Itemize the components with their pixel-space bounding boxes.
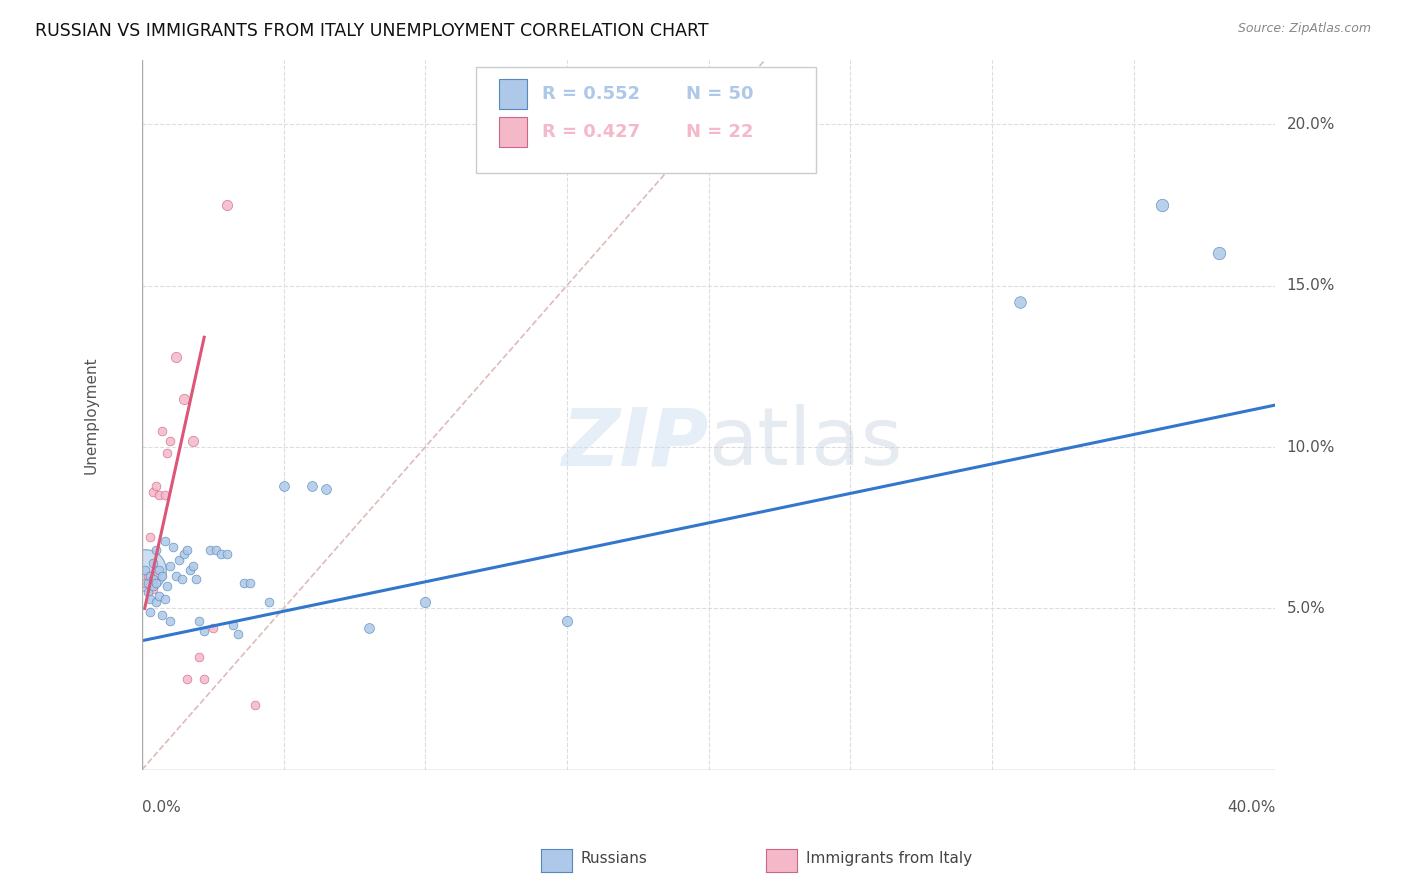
Text: Unemployment: Unemployment — [83, 356, 98, 474]
Text: Immigrants from Italy: Immigrants from Italy — [806, 851, 972, 865]
Point — [198, 543, 221, 558]
Point — [139, 569, 162, 583]
Point — [150, 569, 173, 583]
Text: Source: ZipAtlas.com: Source: ZipAtlas.com — [1237, 22, 1371, 36]
Point — [173, 547, 195, 561]
Point — [1150, 198, 1173, 212]
Point — [136, 585, 159, 599]
Point — [145, 595, 167, 609]
Text: 0.0%: 0.0% — [142, 799, 180, 814]
FancyBboxPatch shape — [477, 67, 817, 173]
Point — [167, 553, 190, 567]
Point — [170, 573, 193, 587]
Point — [179, 563, 201, 577]
Point — [413, 595, 436, 609]
Point — [1208, 246, 1230, 260]
Point — [156, 579, 179, 593]
Point — [259, 595, 281, 609]
Point — [1010, 294, 1032, 309]
Point — [142, 582, 165, 596]
Point — [238, 575, 260, 590]
Text: 5.0%: 5.0% — [1286, 601, 1324, 616]
Point — [159, 559, 181, 574]
Text: R = 0.552: R = 0.552 — [541, 85, 640, 103]
Point — [159, 615, 181, 629]
Point — [173, 392, 195, 406]
Point — [187, 615, 209, 629]
Point — [215, 198, 238, 212]
Point — [176, 673, 198, 687]
Text: 15.0%: 15.0% — [1286, 278, 1334, 293]
Point — [142, 573, 165, 587]
Point — [153, 533, 176, 548]
Point — [159, 434, 181, 448]
Point — [150, 607, 173, 622]
Point — [301, 479, 323, 493]
Point — [136, 569, 159, 583]
Text: 10.0%: 10.0% — [1286, 440, 1334, 455]
Point — [181, 434, 204, 448]
Text: N = 22: N = 22 — [686, 123, 754, 141]
Point — [201, 621, 224, 635]
Point — [153, 591, 176, 606]
Text: Russians: Russians — [581, 851, 648, 865]
Point — [142, 485, 165, 500]
Point — [145, 575, 167, 590]
Point — [134, 575, 156, 590]
Point — [215, 547, 238, 561]
Point — [148, 488, 170, 502]
Point — [142, 556, 165, 570]
Point — [153, 488, 176, 502]
Text: R = 0.427: R = 0.427 — [541, 123, 640, 141]
Point — [181, 559, 204, 574]
Point — [209, 547, 232, 561]
Point — [136, 575, 159, 590]
Point — [145, 543, 167, 558]
Point — [142, 579, 165, 593]
Text: ZIP: ZIP — [561, 404, 709, 483]
Point — [156, 446, 179, 460]
Point — [148, 563, 170, 577]
FancyBboxPatch shape — [499, 78, 527, 109]
Point — [184, 573, 207, 587]
Point — [221, 617, 243, 632]
Point — [165, 350, 187, 364]
Point — [162, 540, 184, 554]
Point — [187, 649, 209, 664]
Point — [555, 615, 578, 629]
Point — [193, 624, 215, 638]
Point — [139, 605, 162, 619]
Point — [315, 482, 337, 496]
Point — [273, 479, 295, 493]
Point — [243, 698, 266, 713]
Text: 40.0%: 40.0% — [1227, 799, 1275, 814]
Point — [193, 673, 215, 687]
Text: 20.0%: 20.0% — [1286, 117, 1334, 132]
Point — [148, 589, 170, 603]
Text: N = 50: N = 50 — [686, 85, 754, 103]
FancyBboxPatch shape — [499, 117, 527, 147]
Text: atlas: atlas — [709, 404, 903, 483]
Point — [134, 563, 156, 577]
Point — [357, 621, 380, 635]
Point — [145, 479, 167, 493]
Point — [204, 543, 226, 558]
Point — [139, 531, 162, 545]
Point — [232, 575, 254, 590]
Point — [134, 563, 156, 577]
Point — [139, 579, 162, 593]
Point — [150, 424, 173, 438]
Point — [226, 627, 249, 641]
Point — [176, 543, 198, 558]
Point — [139, 591, 162, 606]
Point — [165, 569, 187, 583]
Text: RUSSIAN VS IMMIGRANTS FROM ITALY UNEMPLOYMENT CORRELATION CHART: RUSSIAN VS IMMIGRANTS FROM ITALY UNEMPLO… — [35, 22, 709, 40]
Point — [145, 569, 167, 583]
